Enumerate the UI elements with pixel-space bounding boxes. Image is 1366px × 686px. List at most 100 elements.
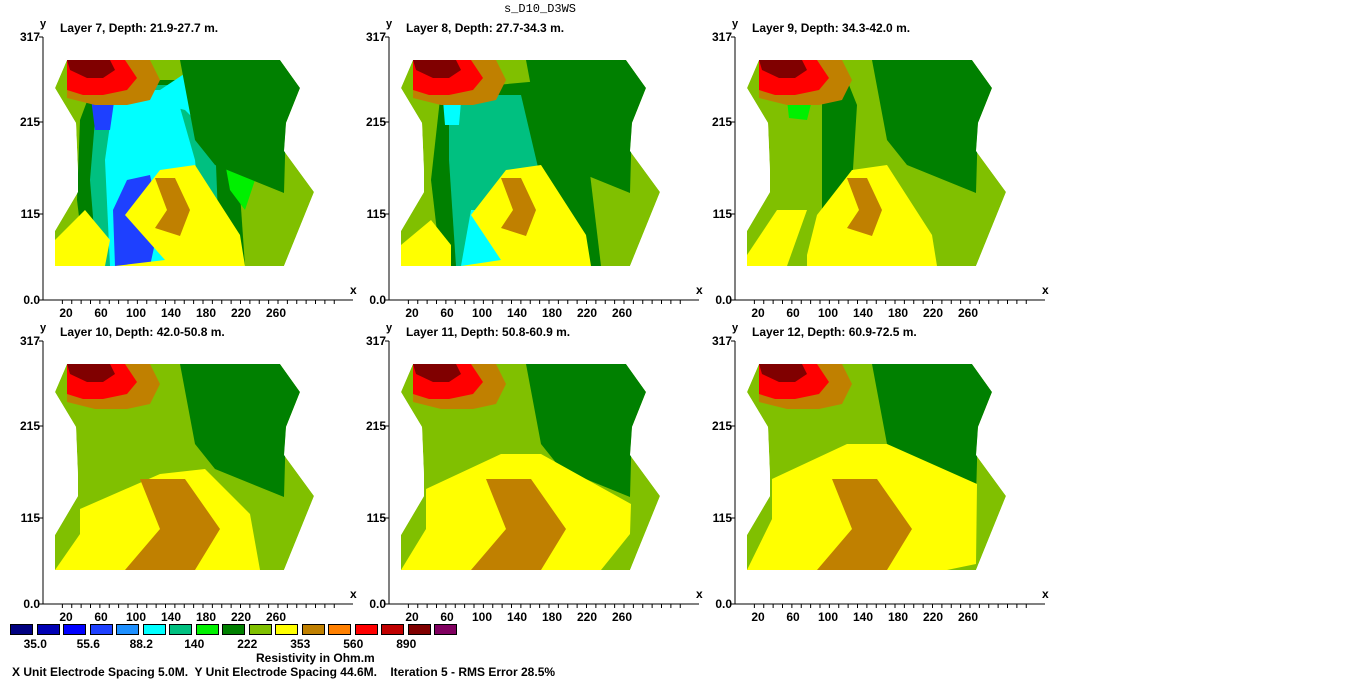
region-dark-right — [180, 364, 300, 497]
y-tick-label: 115 — [713, 511, 733, 525]
region-brown — [471, 479, 566, 570]
y-tick-label: 115 — [367, 207, 387, 221]
y-tick-label: 317 — [366, 334, 386, 348]
region-cyan-top — [443, 100, 461, 125]
x-tick-label: 140 — [853, 610, 873, 624]
x-axis-label: x — [696, 283, 703, 297]
x-tick-label: 260 — [958, 306, 978, 320]
x-tick-label: 20 — [59, 306, 73, 320]
x-tick-label: 20 — [405, 610, 419, 624]
region-dark-right — [526, 60, 646, 193]
x-tick-label: 20 — [405, 306, 419, 320]
x-axis-label: x — [1042, 587, 1049, 601]
region-dark-red — [67, 364, 115, 382]
region-brown — [125, 479, 220, 570]
x-tick-label: 60 — [440, 610, 454, 624]
y-tick-label: 115 — [21, 511, 41, 525]
x-tick-label: 140 — [161, 610, 181, 624]
y-tick-label: 215 — [20, 419, 40, 433]
legend-label: 222 — [237, 637, 258, 651]
contour-map — [55, 60, 314, 266]
chart-title: s_D10_D3WS — [503, 2, 576, 16]
x-tick-label: 180 — [196, 610, 216, 624]
contour-map — [401, 60, 660, 266]
panel-title: Layer 9, Depth: 34.3-42.0 m. — [752, 21, 910, 35]
y-axis-label: y — [732, 18, 739, 30]
legend-label: 88.2 — [129, 637, 153, 651]
region-yellow-left — [55, 210, 110, 266]
legend-swatch — [381, 624, 404, 635]
region-brown — [501, 178, 536, 236]
y-tick-label: 215 — [366, 115, 386, 129]
x-tick-label: 260 — [612, 610, 632, 624]
legend-swatch — [407, 624, 431, 635]
y-tick-label: 0.0 — [23, 597, 40, 611]
y-tick-label: 317 — [712, 30, 732, 44]
x-tick-label: 220 — [577, 306, 597, 320]
legend-swatch — [63, 624, 86, 635]
x-tick-label: 180 — [888, 610, 908, 624]
legend-swatch — [169, 624, 192, 635]
region-dark-right — [872, 364, 992, 497]
x-tick-label: 100 — [126, 610, 146, 624]
y-tick-label: 317 — [20, 334, 40, 348]
x-tick-label: 140 — [853, 306, 873, 320]
panel-title: Layer 7, Depth: 21.9-27.7 m. — [60, 21, 218, 35]
x-tick-label: 180 — [542, 306, 562, 320]
y-tick-label: 215 — [712, 115, 732, 129]
y-tick-label: 0.0 — [369, 597, 386, 611]
x-tick-label: 220 — [231, 306, 251, 320]
x-tick-label: 100 — [472, 610, 492, 624]
legend-swatch — [354, 624, 378, 635]
region-dark-red — [759, 364, 807, 382]
y-axis-label: y — [386, 322, 393, 334]
x-tick-label: 100 — [472, 306, 492, 320]
legend-swatch — [222, 624, 245, 635]
x-tick-label: 60 — [440, 306, 454, 320]
legend-swatch — [434, 624, 457, 635]
region-dark-red — [67, 60, 115, 78]
legend-swatch — [248, 624, 272, 635]
x-tick-label: 140 — [507, 610, 527, 624]
y-tick-label: 0.0 — [715, 597, 732, 611]
legend-label: 353 — [290, 637, 311, 651]
region-brown — [817, 479, 912, 570]
legend-label: 35.0 — [23, 637, 47, 651]
legend-swatch — [142, 624, 166, 635]
y-tick-label: 0.0 — [715, 293, 732, 307]
panel-layer-7: Layer 7, Depth: 21.9-27.7 m. x y 0.0 115 215 3… — [20, 18, 357, 320]
x-tick-label: 220 — [923, 306, 943, 320]
x-tick-label: 60 — [94, 610, 108, 624]
region-yellow-left — [401, 220, 451, 266]
region-dark-right — [872, 60, 992, 193]
y-tick-label: 115 — [367, 511, 387, 525]
panel-layer-8: Layer 8, Depth: 27.7-34.3 m. x y 0.0 115 215 3… — [366, 18, 703, 320]
x-tick-label: 60 — [786, 306, 800, 320]
legend-swatch — [328, 624, 351, 635]
region-dark-red — [413, 364, 461, 382]
footer-info: X Unit Electrode Spacing 5.0M. Y Unit El… — [12, 665, 556, 679]
x-tick-label: 260 — [266, 306, 286, 320]
region-dark-right — [526, 364, 646, 497]
y-tick-label: 0.0 — [23, 293, 40, 307]
x-tick-label: 100 — [126, 306, 146, 320]
panel-title: Layer 11, Depth: 50.8-60.9 m. — [406, 325, 570, 339]
x-tick-label: 60 — [94, 306, 108, 320]
legend-label: 55.6 — [76, 637, 100, 651]
panel-layer-10: Layer 10, Depth: 42.0-50.8 m. x y 0.0 115 215… — [20, 322, 357, 624]
x-tick-label: 260 — [612, 306, 632, 320]
panel-layer-12: Layer 12, Depth: 60.9-72.5 m. x y 0.0 115 215… — [712, 322, 1049, 624]
y-axis-label: y — [732, 322, 739, 334]
region-brown — [155, 178, 190, 236]
x-tick-label: 180 — [542, 610, 562, 624]
y-axis-label: y — [40, 322, 47, 334]
y-tick-label: 115 — [713, 207, 733, 221]
y-tick-label: 317 — [712, 334, 732, 348]
legend-swatch — [36, 624, 60, 635]
legend-swatch — [89, 624, 113, 635]
legend-swatch — [275, 624, 298, 635]
panel-title: Layer 12, Depth: 60.9-72.5 m. — [752, 325, 917, 339]
panel-layer-11: Layer 11, Depth: 50.8-60.9 m. x y 0.0 115 215… — [366, 322, 703, 624]
y-tick-label: 115 — [21, 207, 41, 221]
panel-title: Layer 10, Depth: 42.0-50.8 m. — [60, 325, 225, 339]
